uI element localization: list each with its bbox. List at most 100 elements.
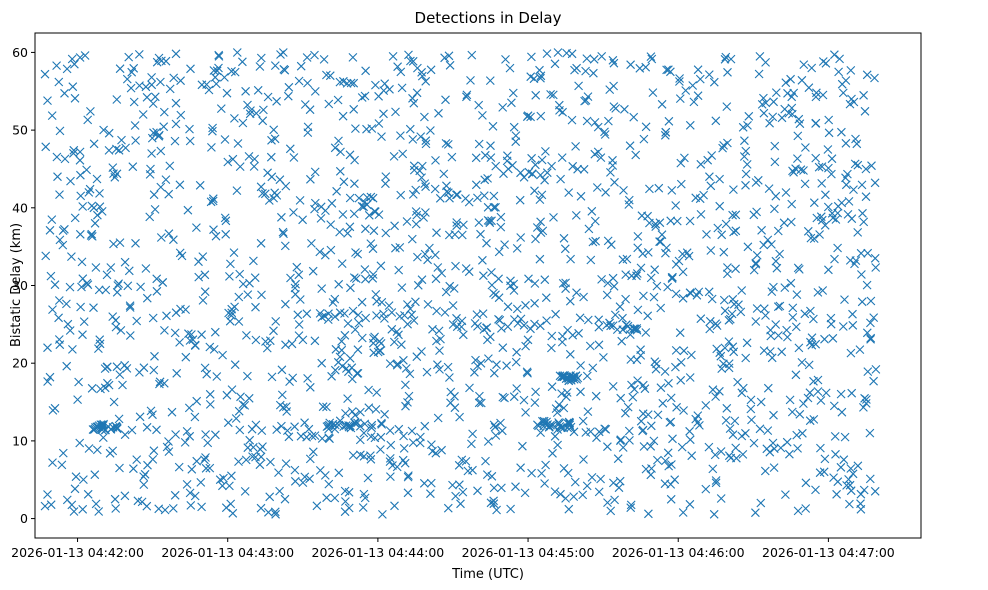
data-point-x-marker bbox=[46, 271, 56, 281]
data-point-x-marker bbox=[629, 324, 638, 334]
data-point-x-marker bbox=[121, 143, 130, 153]
data-point-x-marker bbox=[540, 175, 549, 185]
data-point-x-marker bbox=[230, 302, 239, 312]
data-point-x-marker bbox=[856, 248, 866, 258]
x-axis-label: Time (UTC) bbox=[451, 567, 524, 582]
data-point-x-marker bbox=[86, 231, 96, 240]
data-point-x-marker bbox=[361, 313, 371, 323]
data-point-x-marker bbox=[234, 317, 244, 326]
data-point-x-marker bbox=[114, 279, 123, 289]
data-point-x-marker bbox=[559, 372, 569, 381]
data-point-x-marker bbox=[108, 446, 118, 456]
data-point-x-marker bbox=[823, 202, 833, 212]
data-point-x-marker bbox=[680, 153, 689, 163]
data-point-x-marker bbox=[251, 302, 260, 312]
data-point-x-marker bbox=[154, 504, 164, 514]
data-point-x-marker bbox=[364, 403, 374, 413]
data-point-x-marker bbox=[75, 438, 85, 448]
data-point-x-marker bbox=[646, 52, 656, 61]
data-point-x-marker bbox=[401, 380, 410, 390]
data-point-x-marker bbox=[229, 248, 239, 257]
data-point-x-marker bbox=[660, 479, 670, 489]
data-point-x-marker bbox=[411, 185, 421, 195]
data-point-x-marker bbox=[870, 253, 880, 263]
data-point-x-marker bbox=[594, 427, 604, 437]
data-point-x-marker bbox=[643, 211, 652, 221]
data-point-x-marker bbox=[815, 230, 824, 239]
data-point-x-marker bbox=[164, 229, 174, 239]
data-point-x-marker bbox=[563, 325, 572, 335]
data-point-x-marker bbox=[695, 74, 705, 84]
data-point-x-marker bbox=[711, 392, 720, 401]
data-point-x-marker bbox=[391, 107, 400, 117]
data-point-x-marker bbox=[759, 93, 768, 103]
data-point-x-marker bbox=[65, 326, 75, 335]
data-point-x-marker bbox=[756, 498, 766, 508]
data-point-x-marker bbox=[349, 78, 359, 88]
x-tick-label: 2026-01-13 04:45:00 bbox=[462, 545, 595, 560]
data-point-x-marker bbox=[214, 50, 224, 60]
data-point-x-marker bbox=[473, 193, 482, 203]
data-point-x-marker bbox=[122, 364, 132, 373]
data-point-x-marker bbox=[407, 234, 417, 244]
data-point-x-marker bbox=[370, 207, 379, 216]
data-point-x-marker bbox=[752, 304, 762, 313]
data-point-x-marker bbox=[381, 179, 390, 189]
data-point-x-marker bbox=[300, 418, 309, 428]
data-point-x-marker bbox=[554, 418, 563, 427]
data-point-x-marker bbox=[332, 186, 341, 196]
data-point-x-marker bbox=[723, 138, 732, 148]
data-point-x-marker bbox=[275, 175, 285, 185]
data-point-x-marker bbox=[633, 305, 643, 315]
data-point-x-marker bbox=[235, 425, 245, 435]
data-point-x-marker bbox=[603, 236, 613, 246]
data-point-x-marker bbox=[341, 497, 350, 506]
data-point-x-marker bbox=[159, 107, 169, 117]
data-point-x-marker bbox=[809, 314, 818, 324]
data-point-x-marker bbox=[540, 479, 549, 488]
data-point-x-marker bbox=[564, 188, 574, 197]
data-point-x-marker bbox=[589, 68, 598, 78]
data-point-x-marker bbox=[375, 346, 385, 356]
data-point-x-marker bbox=[293, 310, 303, 320]
data-point-x-marker bbox=[148, 455, 158, 464]
data-point-x-marker bbox=[468, 429, 477, 439]
data-point-x-marker bbox=[200, 270, 210, 280]
data-point-x-marker bbox=[476, 358, 486, 368]
data-point-x-marker bbox=[362, 193, 372, 202]
data-point-x-marker bbox=[777, 113, 787, 123]
data-point-x-marker bbox=[99, 125, 108, 135]
data-point-x-marker bbox=[310, 167, 320, 177]
data-point-x-marker bbox=[639, 291, 648, 301]
data-point-x-marker bbox=[696, 210, 706, 219]
data-point-x-marker bbox=[230, 67, 240, 77]
data-point-x-marker bbox=[845, 256, 855, 265]
data-point-x-marker bbox=[184, 403, 194, 413]
data-point-x-marker bbox=[269, 326, 278, 336]
data-point-x-marker bbox=[371, 80, 380, 90]
data-point-x-marker bbox=[531, 160, 540, 170]
data-point-x-marker bbox=[225, 316, 235, 326]
data-point-x-marker bbox=[519, 172, 529, 182]
data-point-x-marker bbox=[641, 122, 651, 132]
data-point-x-marker bbox=[404, 50, 413, 60]
data-point-x-marker bbox=[205, 342, 215, 352]
data-point-x-marker bbox=[656, 383, 666, 393]
data-point-x-marker bbox=[706, 246, 716, 255]
data-point-x-marker bbox=[782, 437, 792, 447]
data-point-x-marker bbox=[232, 186, 242, 195]
data-point-x-marker bbox=[865, 428, 875, 438]
data-point-x-marker bbox=[765, 347, 775, 356]
data-point-x-marker bbox=[635, 63, 645, 73]
data-point-x-marker bbox=[724, 337, 734, 346]
data-point-x-marker bbox=[830, 432, 840, 441]
data-point-x-marker bbox=[235, 269, 245, 279]
data-point-x-marker bbox=[787, 92, 797, 102]
data-point-x-marker bbox=[715, 174, 724, 184]
data-point-x-marker bbox=[356, 450, 365, 460]
data-point-x-marker bbox=[530, 398, 540, 407]
data-point-x-marker bbox=[76, 191, 86, 201]
data-point-x-marker bbox=[867, 161, 876, 171]
data-point-x-marker bbox=[829, 473, 838, 482]
data-point-x-marker bbox=[267, 172, 277, 182]
